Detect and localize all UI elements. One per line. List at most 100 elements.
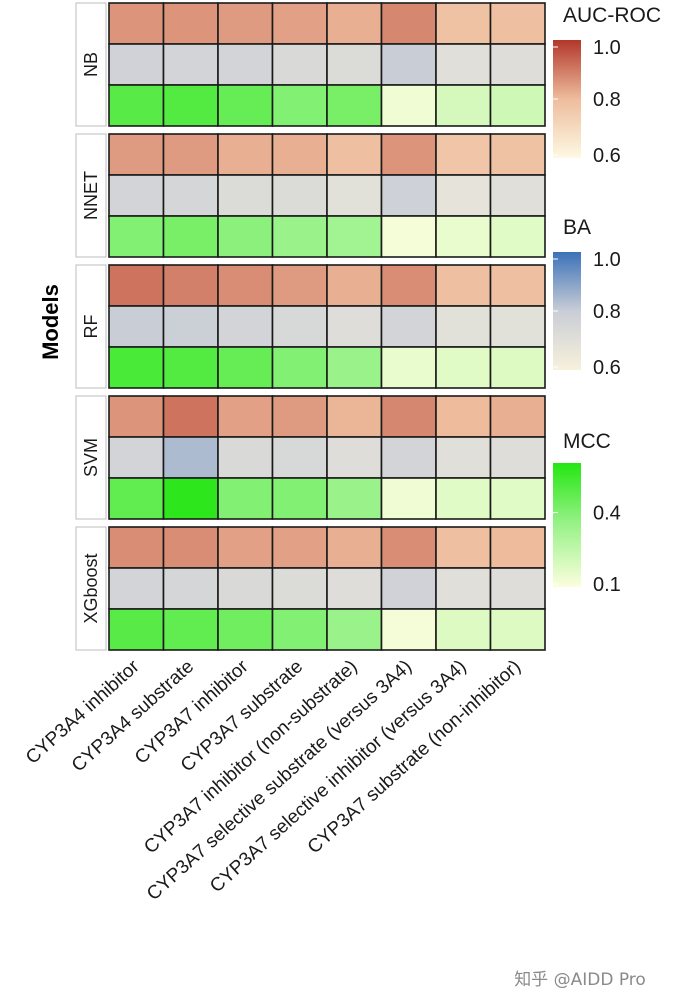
cell-nb-mcc-4: NB / MCC / CYP3A7 substrate: 0.4 [271, 84, 328, 127]
cell-xgboost-auc-roc-3: XGboost / AUC-ROC / CYP3A7 inhibitor: 0.… [217, 526, 274, 569]
cell-nb-ba-6: NB / BA / CYP3A7 selective substrate (ve… [380, 43, 437, 86]
cell-nb-auc-roc-1: NB / AUC-ROC / CYP3A4 inhibitor: 0.86 [108, 2, 165, 45]
cell-svm-ba-4: SVM / BA / CYP3A7 substrate: 0.74 [271, 436, 328, 479]
facet-strip [75, 395, 107, 520]
cell-rf-mcc-7: RF / MCC / CYP3A7 selective inhibitor (v… [435, 346, 492, 389]
cell-rf-auc-roc-5: RF / AUC-ROC / CYP3A7 inhibitor (non-sub… [326, 264, 383, 307]
cell-xgboost-auc-roc-6: XGboost / AUC-ROC / CYP3A7 selective sub… [380, 526, 437, 569]
facet-label-xgboost: XGboost [81, 553, 101, 623]
cell-nnet-auc-roc-7: NNET / AUC-ROC / CYP3A7 selective inhibi… [435, 133, 492, 176]
cell-nb-auc-roc-4: NB / AUC-ROC / CYP3A7 substrate: 0.84 [271, 2, 328, 45]
cell-svm-auc-roc-6: SVM / AUC-ROC / CYP3A7 selective substra… [380, 395, 437, 438]
cell-rf-auc-roc-8: RF / AUC-ROC / CYP3A7 substrate (non-inh… [489, 264, 546, 307]
cell-nb-mcc-8: NB / MCC / CYP3A7 substrate (non-inhibit… [489, 84, 546, 127]
cell-nnet-ba-3: NNET / BA / CYP3A7 inhibitor: 0.72 [217, 174, 274, 217]
cell-nb-mcc-6: NB / MCC / CYP3A7 selective substrate (v… [380, 84, 437, 127]
cell-nnet-mcc-7: NNET / MCC / CYP3A7 selective inhibitor … [435, 215, 492, 258]
facet-label-svm: SVM [81, 438, 101, 477]
cell-nb-ba-7: NB / BA / CYP3A7 selective inhibitor (ve… [435, 43, 492, 86]
cell-svm-auc-roc-2: SVM / AUC-ROC / CYP3A4 substrate: 0.91 [162, 395, 219, 438]
cell-svm-mcc-3: SVM / MCC / CYP3A7 inhibitor: 0.4 [217, 477, 274, 520]
cell-xgboost-auc-roc-1: XGboost / AUC-ROC / CYP3A4 inhibitor: 0.… [108, 526, 165, 569]
legend-tick-label: 0.6 [593, 357, 621, 379]
heatmap-panels: NBNB / AUC-ROC / CYP3A4 inhibitor: 0.86N… [75, 2, 546, 651]
cell-nnet-auc-roc-2: NNET / AUC-ROC / CYP3A4 substrate: 0.85 [162, 133, 219, 176]
cell-svm-ba-5: SVM / BA / CYP3A7 inhibitor (non-substra… [326, 436, 383, 479]
cell-nb-mcc-3: NB / MCC / CYP3A7 inhibitor: 0.46 [217, 84, 274, 127]
cell-xgboost-ba-6: XGboost / BA / CYP3A7 selective substrat… [380, 567, 437, 610]
legend-tick-label: 0.8 [593, 301, 621, 323]
legend-title: AUC-ROC [563, 4, 661, 27]
cell-nb-auc-roc-3: NB / AUC-ROC / CYP3A7 inhibitor: 0.85 [217, 2, 274, 45]
cell-svm-auc-roc-3: SVM / AUC-ROC / CYP3A7 inhibitor: 0.84 [217, 395, 274, 438]
cell-xgboost-mcc-5: XGboost / MCC / CYP3A7 inhibitor (non-su… [326, 608, 383, 651]
cell-nnet-ba-5: NNET / BA / CYP3A7 inhibitor (non-substr… [326, 174, 383, 217]
legend-tick-label: 0.6 [593, 145, 621, 167]
legend-title: MCC [563, 430, 611, 453]
cell-xgboost-mcc-1: XGboost / MCC / CYP3A4 inhibitor: 0.49 [108, 608, 165, 651]
cell-nb-auc-roc-8: NB / AUC-ROC / CYP3A7 substrate (non-inh… [489, 2, 546, 45]
cell-rf-ba-8: RF / BA / CYP3A7 substrate (non-inhibito… [489, 305, 546, 348]
cell-rf-ba-3: RF / BA / CYP3A7 inhibitor: 0.76 [217, 305, 274, 348]
cell-svm-mcc-6: SVM / MCC / CYP3A7 selective substrate (… [380, 477, 437, 520]
cell-nnet-auc-roc-4: NNET / AUC-ROC / CYP3A7 substrate: 0.82 [271, 133, 328, 176]
cell-xgboost-ba-4: XGboost / BA / CYP3A7 substrate: 0.72 [271, 567, 328, 610]
panel-nnet: NNET NNET / AUC-ROC / CYP3A4 inhibitor: 0… [75, 133, 546, 258]
cell-svm-mcc-8: SVM / MCC / CYP3A7 substrate (non-inhibi… [489, 477, 546, 520]
legend-tick-label: 0.8 [593, 89, 621, 111]
cell-svm-ba-3: SVM / BA / CYP3A7 inhibitor: 0.73 [217, 436, 274, 479]
cell-nb-ba-1: NB / BA / CYP3A4 inhibitor: 0.77 [108, 43, 165, 86]
cell-svm-ba-8: SVM / BA / CYP3A7 substrate (non-inhibit… [489, 436, 546, 479]
cell-nnet-mcc-4: NNET / MCC / CYP3A7 substrate: 0.35 [271, 215, 328, 258]
cell-rf-auc-roc-6: RF / AUC-ROC / CYP3A7 selective substrat… [380, 264, 437, 307]
cell-rf-ba-7: RF / BA / CYP3A7 selective inhibitor (ve… [435, 305, 492, 348]
legend-title: BA [563, 216, 591, 239]
cell-svm-auc-roc-7: SVM / AUC-ROC / CYP3A7 selective inhibit… [435, 395, 492, 438]
cell-nnet-auc-roc-1: NNET / AUC-ROC / CYP3A4 inhibitor: 0.85 [108, 133, 165, 176]
cell-rf-mcc-3: RF / MCC / CYP3A7 inhibitor: 0.46 [217, 346, 274, 389]
facet-label-nb: NB [81, 52, 101, 77]
facet-strip [75, 2, 107, 127]
cell-xgboost-mcc-8: XGboost / MCC / CYP3A7 substrate (non-in… [489, 608, 546, 651]
cell-rf-mcc-8: RF / MCC / CYP3A7 substrate (non-inhibit… [489, 346, 546, 389]
cell-rf-auc-roc-4: RF / AUC-ROC / CYP3A7 substrate: 0.85 [271, 264, 328, 307]
legend-ba: BA1.0 0.8 0.6 [553, 216, 621, 379]
cell-nb-ba-5: NB / BA / CYP3A7 inhibitor (non-substrat… [326, 43, 383, 86]
cell-rf-ba-4: RF / BA / CYP3A7 substrate: 0.74 [271, 305, 328, 348]
cell-nb-mcc-7: NB / MCC / CYP3A7 selective inhibitor (v… [435, 84, 492, 127]
cell-nnet-mcc-2: NNET / MCC / CYP3A4 substrate: 0.42 [162, 215, 219, 258]
cell-nb-ba-2: NB / BA / CYP3A4 substrate: 0.76 [162, 43, 219, 86]
cell-nnet-ba-2: NNET / BA / CYP3A4 substrate: 0.75 [162, 174, 219, 217]
cell-svm-ba-7: SVM / BA / CYP3A7 selective inhibitor (v… [435, 436, 492, 479]
cell-nnet-auc-roc-6: NNET / AUC-ROC / CYP3A7 selective substr… [380, 133, 437, 176]
cell-xgboost-ba-8: XGboost / BA / CYP3A7 substrate (non-inh… [489, 567, 546, 610]
watermark: 知乎 @AIDD Pro [514, 970, 646, 990]
cell-nb-auc-roc-6: NB / AUC-ROC / CYP3A7 selective substrat… [380, 2, 437, 45]
cell-svm-ba-2: SVM / BA / CYP3A4 substrate: 0.84 [162, 436, 219, 479]
cell-xgboost-ba-3: XGboost / BA / CYP3A7 inhibitor: 0.73 [217, 567, 274, 610]
facet-label-nnet: NNET [81, 171, 101, 220]
cell-nb-mcc-1: NB / MCC / CYP3A4 inhibitor: 0.49 [108, 84, 165, 127]
cell-xgboost-mcc-4: XGboost / MCC / CYP3A7 substrate: 0.4 [271, 608, 328, 651]
cell-svm-mcc-7: SVM / MCC / CYP3A7 selective inhibitor (… [435, 477, 492, 520]
cell-xgboost-mcc-6: XGboost / MCC / CYP3A7 selective substra… [380, 608, 437, 651]
cell-rf-ba-2: RF / BA / CYP3A4 substrate: 0.79 [162, 305, 219, 348]
cell-nb-ba-4: NB / BA / CYP3A7 substrate: 0.73 [271, 43, 328, 86]
cell-svm-mcc-4: SVM / MCC / CYP3A7 substrate: 0.4 [271, 477, 328, 520]
cell-svm-auc-roc-8: SVM / AUC-ROC / CYP3A7 substrate (non-in… [489, 395, 546, 438]
cell-xgboost-mcc-2: XGboost / MCC / CYP3A4 substrate: 0.47 [162, 608, 219, 651]
cell-xgboost-ba-5: XGboost / BA / CYP3A7 inhibitor (non-sub… [326, 567, 383, 610]
cell-nb-ba-8: NB / BA / CYP3A7 substrate (non-inhibito… [489, 43, 546, 86]
facet-label-rf: RF [81, 315, 101, 339]
cell-nnet-ba-8: NNET / BA / CYP3A7 substrate (non-inhibi… [489, 174, 546, 217]
cell-svm-mcc-2: SVM / MCC / CYP3A4 substrate: 0.58 [162, 477, 219, 520]
cell-rf-mcc-6: RF / MCC / CYP3A7 selective substrate (v… [380, 346, 437, 389]
cell-nb-auc-roc-2: NB / AUC-ROC / CYP3A4 substrate: 0.86 [162, 2, 219, 45]
cell-nnet-ba-1: NNET / BA / CYP3A4 inhibitor: 0.76 [108, 174, 165, 217]
cell-svm-mcc-1: SVM / MCC / CYP3A4 inhibitor: 0.47 [108, 477, 165, 520]
cell-svm-ba-1: SVM / BA / CYP3A4 inhibitor: 0.76 [108, 436, 165, 479]
cell-xgboost-auc-roc-2: XGboost / AUC-ROC / CYP3A4 substrate: 0.… [162, 526, 219, 569]
